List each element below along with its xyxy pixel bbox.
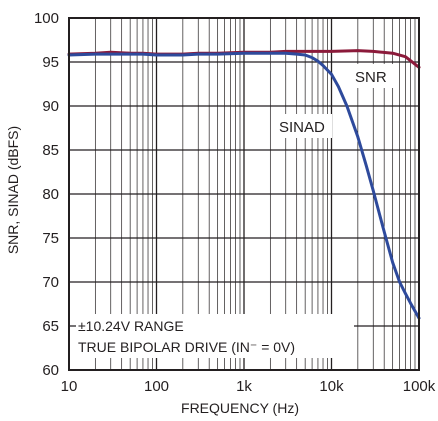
y-tick-label: 90 (42, 98, 59, 115)
y-tick-label: 65 (42, 318, 59, 335)
y-tick-label: 80 (42, 186, 59, 203)
x-axis-title: FREQUENCY (Hz) (181, 400, 299, 416)
annotation-background (76, 314, 354, 358)
sinad-label-background (276, 114, 332, 138)
y-tick-label: 100 (34, 10, 59, 27)
plot-frame (68, 17, 420, 371)
snr-label-background (351, 64, 395, 88)
x-tick-label: 100k (403, 378, 436, 395)
y-tick-label: 70 (42, 274, 59, 291)
x-tick-label: 10 (61, 378, 78, 395)
annotation-range: ±10.24V RANGE (78, 318, 184, 334)
snr-series-label: SNR (355, 69, 387, 86)
sinad-series-label: SINAD (279, 119, 325, 136)
y-axis-title: SNR, SINAD (dBFS) (5, 126, 21, 254)
annotation-drive: TRUE BIPOLAR DRIVE (IN⁻ = 0V) (78, 339, 295, 355)
x-tick-label: 10k (319, 378, 344, 395)
tick-labels: 10 100 1k 10k 100k 60 65 70 75 80 85 90 95 100 (34, 10, 436, 395)
series-line-sinad (67, 51, 421, 320)
series-lines (67, 49, 421, 320)
x-tick-label: 100 (144, 378, 169, 395)
y-tick-label: 85 (42, 142, 59, 159)
y-tick-label: 75 (42, 230, 59, 247)
x-tick-label: 1k (236, 378, 252, 395)
y-tick-label: 60 (42, 362, 59, 379)
y-tick-label: 95 (42, 54, 59, 71)
